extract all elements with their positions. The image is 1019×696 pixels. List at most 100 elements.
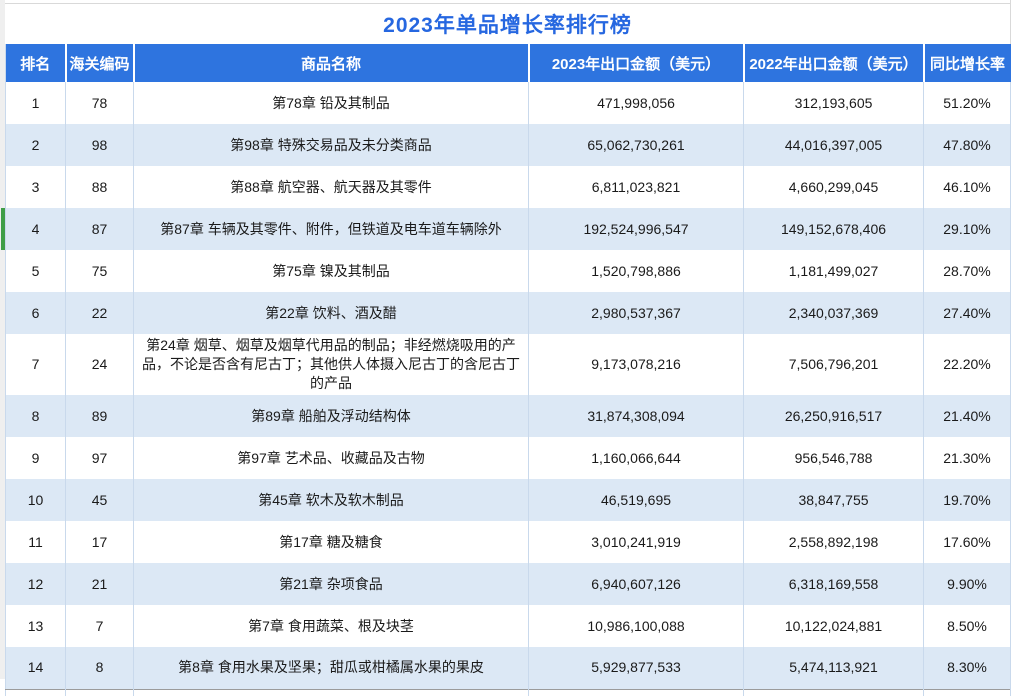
table-row[interactable]: 13 7 第7章 食用蔬菜、根及块茎 10,986,100,088 10,122… [5, 605, 1011, 647]
cell-amount-2022: 2,558,892,198 [743, 521, 924, 563]
cell-amount-2023: 6,811,023,821 [528, 166, 744, 208]
cell-amount-2023: 46,519,695 [528, 479, 744, 521]
cell-amount-2023: 3,010,241,919 [528, 521, 744, 563]
partial-cell [743, 688, 924, 696]
table-row[interactable]: 10 45 第45章 软木及软木制品 46,519,695 38,847,755… [5, 479, 1011, 521]
cell-rank: 2 [5, 124, 66, 166]
cell-amount-2023: 10,986,100,088 [528, 605, 744, 647]
table-row[interactable]: 9 97 第97章 艺术品、收藏品及古物 1,160,066,644 956,5… [5, 437, 1011, 479]
col-header-rank: 排名 [5, 44, 67, 82]
cell-growth-rate: 21.30% [923, 437, 1011, 479]
cell-growth-rate: 47.80% [923, 124, 1011, 166]
cell-amount-2023: 192,524,996,547 [528, 208, 744, 250]
cell-hs-code: 22 [65, 292, 134, 334]
cell-product-name: 第97章 艺术品、收藏品及古物 [133, 437, 529, 479]
cell-amount-2023: 2,980,537,367 [528, 292, 744, 334]
cell-amount-2022: 44,016,397,005 [743, 124, 924, 166]
col-header-product: 商品名称 [133, 44, 530, 82]
cell-hs-code: 8 [65, 647, 134, 689]
cell-rank: 11 [5, 521, 66, 563]
table-row[interactable]: 5 75 第75章 镍及其制品 1,520,798,886 1,181,499,… [5, 250, 1011, 292]
cell-product-name: 第22章 饮料、酒及醋 [133, 292, 529, 334]
cell-hs-code: 88 [65, 166, 134, 208]
table-row[interactable]: 3 88 第88章 航空器、航天器及其零件 6,811,023,821 4,66… [5, 166, 1011, 208]
cell-hs-code: 75 [65, 250, 134, 292]
table-body: 1 78 第78章 铅及其制品 471,998,056 312,193,605 … [0, 82, 1011, 689]
cell-hs-code: 45 [65, 479, 134, 521]
cell-growth-rate: 9.90% [923, 563, 1011, 605]
cell-amount-2023: 471,998,056 [528, 82, 744, 124]
page-title: 2023年单品增长率排行榜 [5, 4, 1010, 44]
cell-rank: 10 [5, 479, 66, 521]
table-row[interactable]: 1 78 第78章 铅及其制品 471,998,056 312,193,605 … [5, 82, 1011, 124]
table-row[interactable]: 14 8 第8章 食用水果及坚果；甜瓜或柑橘属水果的果皮 5,929,877,5… [5, 647, 1011, 689]
cell-hs-code: 89 [65, 395, 134, 437]
left-gutter [0, 0, 5, 679]
cell-hs-code: 7 [65, 605, 134, 647]
cell-product-name: 第45章 软木及软木制品 [133, 479, 529, 521]
cell-rank: 12 [5, 563, 66, 605]
cell-growth-rate: 29.10% [923, 208, 1011, 250]
cell-amount-2022: 4,660,299,045 [743, 166, 924, 208]
cell-rank: 6 [5, 292, 66, 334]
cell-growth-rate: 51.20% [923, 82, 1011, 124]
ranking-table: 排名 海关编码 商品名称 2023年出口金额（美元） 2022年出口金额（美元）… [0, 44, 1011, 696]
col-header-growth-rate: 同比增长率 [923, 44, 1011, 82]
cell-hs-code: 21 [65, 563, 134, 605]
cell-amount-2023: 1,520,798,886 [528, 250, 744, 292]
cell-growth-rate: 19.70% [923, 479, 1011, 521]
cell-growth-rate: 46.10% [923, 166, 1011, 208]
cell-rank: 13 [5, 605, 66, 647]
cell-growth-rate: 28.70% [923, 250, 1011, 292]
cell-rank: 8 [5, 395, 66, 437]
header-row: 排名 海关编码 商品名称 2023年出口金额（美元） 2022年出口金额（美元）… [5, 44, 1011, 82]
cell-rank: 14 [5, 647, 66, 689]
table-row[interactable]: 7 24 第24章 烟草、烟草及烟草代用品的制品；非经燃烧吸用的产品，不论是否含… [5, 334, 1011, 395]
cell-amount-2022: 6,318,169,558 [743, 563, 924, 605]
spreadsheet-top-gridline [0, 0, 1019, 4]
cell-amount-2022: 38,847,755 [743, 479, 924, 521]
cell-product-name: 第7章 食用蔬菜、根及块茎 [133, 605, 529, 647]
cell-product-name: 第98章 特殊交易品及未分类商品 [133, 124, 529, 166]
table-row[interactable]: 2 98 第98章 特殊交易品及未分类商品 65,062,730,261 44,… [5, 124, 1011, 166]
partial-cell [65, 688, 134, 696]
cell-amount-2023: 31,874,308,094 [528, 395, 744, 437]
cell-amount-2022: 312,193,605 [743, 82, 924, 124]
cell-product-name: 第78章 铅及其制品 [133, 82, 529, 124]
partial-next-row [5, 688, 1011, 696]
right-gutter [1010, 0, 1019, 679]
cell-growth-rate: 17.60% [923, 521, 1011, 563]
table-row[interactable]: 11 17 第17章 糖及糖食 3,010,241,919 2,558,892,… [5, 521, 1011, 563]
cell-product-name: 第21章 杂项食品 [133, 563, 529, 605]
cell-product-name: 第88章 航空器、航天器及其零件 [133, 166, 529, 208]
col-header-amount-2023: 2023年出口金额（美元） [528, 44, 745, 82]
cell-growth-rate: 27.40% [923, 292, 1011, 334]
cell-growth-rate: 21.40% [923, 395, 1011, 437]
table-row[interactable]: 8 89 第89章 船舶及浮动结构体 31,874,308,094 26,250… [5, 395, 1011, 437]
cell-rank: 9 [5, 437, 66, 479]
cell-product-name: 第17章 糖及糖食 [133, 521, 529, 563]
cell-hs-code: 87 [65, 208, 134, 250]
cell-product-name: 第75章 镍及其制品 [133, 250, 529, 292]
cell-hs-code: 17 [65, 521, 134, 563]
cell-hs-code: 97 [65, 437, 134, 479]
cell-rank: 7 [5, 334, 66, 395]
cell-rank: 4 [0, 208, 66, 250]
cell-product-name: 第89章 船舶及浮动结构体 [133, 395, 529, 437]
cell-amount-2022: 956,546,788 [743, 437, 924, 479]
cell-amount-2022: 2,340,037,369 [743, 292, 924, 334]
partial-cell [923, 688, 1011, 696]
cell-amount-2023: 9,173,078,216 [528, 334, 744, 395]
cell-amount-2022: 1,181,499,027 [743, 250, 924, 292]
cell-product-name: 第24章 烟草、烟草及烟草代用品的制品；非经燃烧吸用的产品，不论是否含有尼古丁；… [133, 334, 529, 395]
cell-amount-2023: 5,929,877,533 [528, 647, 744, 689]
cell-hs-code: 98 [65, 124, 134, 166]
cell-amount-2022: 5,474,113,921 [743, 647, 924, 689]
table-row[interactable]: 4 87 第87章 车辆及其零件、附件，但铁道及电车道车辆除外 192,524,… [0, 208, 1011, 250]
cell-growth-rate: 8.50% [923, 605, 1011, 647]
table-row[interactable]: 12 21 第21章 杂项食品 6,940,607,126 6,318,169,… [5, 563, 1011, 605]
cell-amount-2022: 26,250,916,517 [743, 395, 924, 437]
table-row[interactable]: 6 22 第22章 饮料、酒及醋 2,980,537,367 2,340,037… [5, 292, 1011, 334]
cell-rank: 1 [5, 82, 66, 124]
cell-amount-2023: 1,160,066,644 [528, 437, 744, 479]
